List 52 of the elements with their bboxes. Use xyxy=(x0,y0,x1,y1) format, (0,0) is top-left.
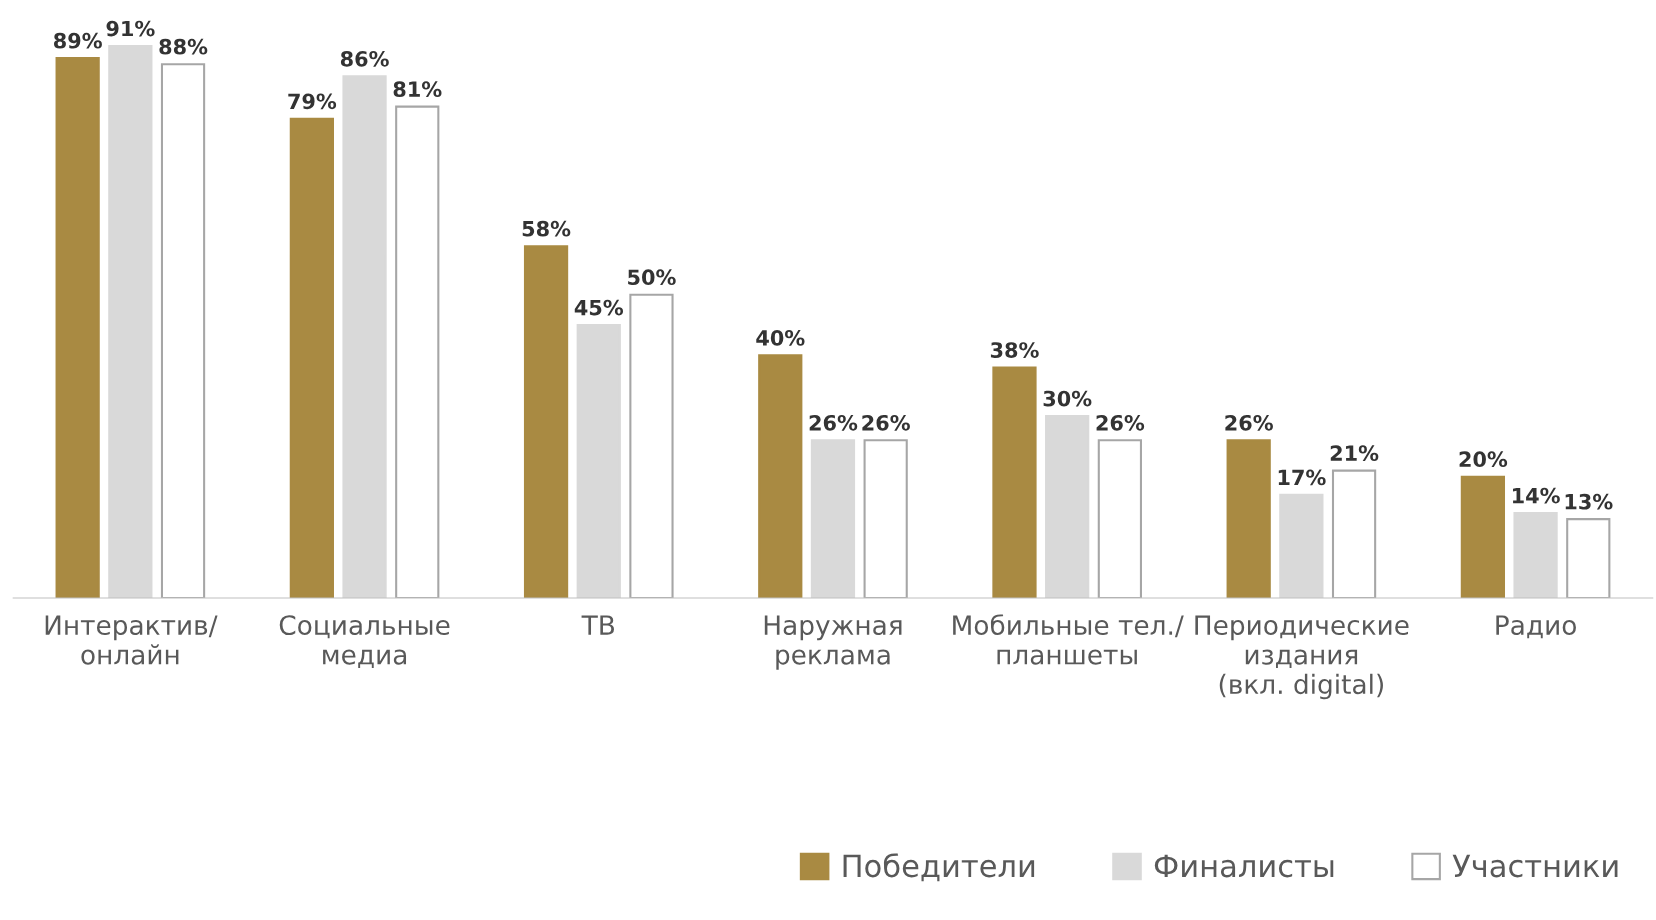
data-label: 17% xyxy=(1278,469,1326,486)
data-label: 38% xyxy=(990,342,1039,358)
x-tick-label: Радио xyxy=(1496,615,1576,639)
x-tick-label: Мобильные тел./ планшеты xyxy=(953,614,1184,665)
bar xyxy=(1513,512,1558,598)
bar xyxy=(629,293,674,598)
bar xyxy=(55,57,100,598)
bar xyxy=(289,117,334,598)
data-label: 40% xyxy=(756,330,805,346)
data-label: 14% xyxy=(1513,487,1560,504)
data-label: 30% xyxy=(1043,390,1092,407)
data-label: 45% xyxy=(574,299,624,316)
bar xyxy=(1279,493,1324,598)
data-label: 86% xyxy=(340,50,389,67)
data-label: 20% xyxy=(1459,451,1508,468)
bar xyxy=(758,354,803,598)
x-tick-label: Наружная реклама xyxy=(764,615,902,670)
bar xyxy=(523,245,569,598)
data-label: 26% xyxy=(1096,414,1145,431)
data-label: 21% xyxy=(1330,445,1379,462)
bar xyxy=(160,63,206,598)
bar xyxy=(108,44,153,598)
bar xyxy=(395,105,440,598)
bar xyxy=(1566,518,1611,598)
data-label: 89% xyxy=(53,32,102,49)
bar xyxy=(1331,469,1377,598)
x-tick-label: Периодические издания (вкл. digital) xyxy=(1195,615,1409,700)
bar xyxy=(1045,414,1090,598)
x-tick-label: ТВ xyxy=(581,615,615,635)
data-label: 50% xyxy=(628,269,676,286)
bar xyxy=(992,366,1037,598)
data-label: 13% xyxy=(1565,493,1613,510)
bar xyxy=(863,439,908,598)
bar xyxy=(1460,475,1506,598)
data-label: 26% xyxy=(1225,414,1273,431)
data-label: 58% xyxy=(522,220,571,237)
data-label: 91% xyxy=(106,20,155,37)
data-label: 88% xyxy=(159,38,208,55)
legend-label: Финалисты xyxy=(1154,854,1334,878)
bar xyxy=(576,323,621,598)
bar xyxy=(342,75,387,598)
bar xyxy=(1097,439,1142,598)
data-label: 79% xyxy=(288,93,337,110)
x-tick-label: Социальные медиа xyxy=(279,615,450,668)
x-tick-label: Интерактив/ онлайн xyxy=(45,615,218,665)
data-label: 26% xyxy=(862,414,910,431)
data-label: 81% xyxy=(393,81,442,98)
bar xyxy=(1226,439,1271,598)
legend-label: Победители xyxy=(843,853,1035,882)
data-label: 26% xyxy=(809,414,858,431)
legend-label: Участники xyxy=(1452,854,1618,878)
bar xyxy=(810,439,856,598)
